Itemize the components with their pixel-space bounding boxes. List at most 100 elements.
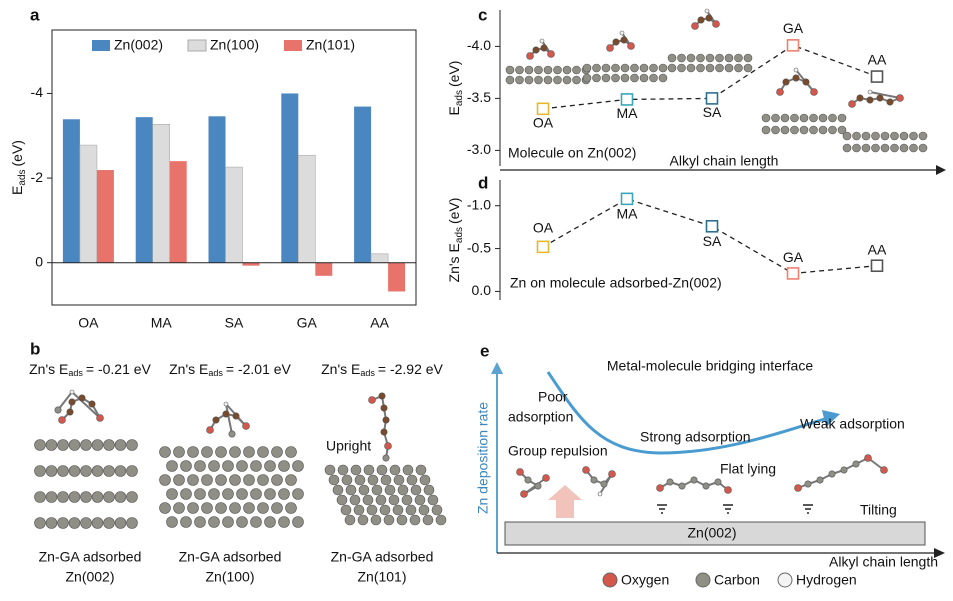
- atom: [264, 488, 276, 500]
- atom: [793, 67, 799, 73]
- atom: [208, 516, 220, 528]
- atom: [896, 94, 904, 102]
- atom: [285, 474, 297, 486]
- atom: [173, 502, 185, 514]
- atom: [243, 446, 255, 458]
- atom: [57, 491, 69, 503]
- atom: [232, 412, 240, 420]
- dashed-line: [542, 44, 878, 110]
- atom: [91, 491, 104, 503]
- atom: [362, 494, 374, 506]
- atom: [384, 484, 396, 496]
- atom: [278, 488, 290, 500]
- repulsion-arrow: [548, 485, 582, 518]
- legend-label: Oxygen: [621, 572, 669, 588]
- label-part: = -0.21 eV: [86, 361, 152, 377]
- atom: [349, 494, 361, 506]
- atom: [899, 131, 909, 141]
- panel-label: a: [30, 5, 40, 24]
- caption: Zn-GA adsorbed: [179, 549, 282, 565]
- point-label: MA: [617, 206, 639, 222]
- atom: [201, 474, 213, 486]
- atom: [871, 131, 880, 141]
- point-label: SA: [703, 104, 722, 120]
- atom: [324, 464, 336, 476]
- atom: [114, 491, 127, 503]
- legend-label: Zn(101): [306, 37, 355, 53]
- title: Metal-molecule bridging interface: [607, 358, 813, 374]
- atom: [68, 517, 81, 529]
- atom: [187, 474, 199, 486]
- point-label: MA: [617, 105, 639, 121]
- atom: [389, 464, 401, 476]
- atom: [91, 517, 104, 529]
- bar: [242, 262, 260, 266]
- point: [705, 92, 719, 105]
- atom: [620, 63, 630, 73]
- label-part: E: [446, 106, 462, 115]
- atom: [396, 514, 408, 526]
- atom: [368, 396, 376, 404]
- substrate: [504, 521, 926, 546]
- atom: [45, 517, 58, 529]
- atom: [890, 143, 899, 153]
- atom: [582, 466, 590, 474]
- atom: [345, 484, 357, 496]
- atom: [173, 474, 185, 486]
- atom: [96, 414, 104, 422]
- atom: [856, 94, 864, 102]
- atom: [236, 460, 248, 472]
- bar: [297, 154, 316, 263]
- label-sub: ads: [454, 227, 465, 243]
- atom: [340, 504, 352, 516]
- atom: [354, 474, 366, 486]
- atom: [423, 484, 435, 496]
- atom: [771, 125, 780, 135]
- atom: [34, 517, 46, 529]
- atom: [505, 75, 515, 85]
- annotation: Zn on molecule adsorbed-Zn(002): [510, 275, 722, 291]
- atom: [388, 494, 400, 506]
- atom: [257, 502, 269, 514]
- point: [620, 93, 634, 106]
- atom: [187, 446, 199, 458]
- atom: [405, 504, 417, 516]
- atom: [677, 53, 686, 63]
- atom: [572, 65, 581, 75]
- atom: [553, 75, 562, 85]
- axis-label: Eads (eV): [9, 140, 28, 195]
- substrate-label: Zn(002): [687, 525, 736, 541]
- atom: [367, 474, 379, 486]
- atom: [516, 468, 524, 476]
- atom: [58, 416, 66, 424]
- atom: [222, 460, 234, 472]
- atom: [790, 125, 799, 135]
- atom: [228, 430, 236, 438]
- atom: [57, 439, 69, 451]
- atom: [222, 410, 230, 418]
- atom: [792, 74, 800, 82]
- atom: [223, 401, 229, 407]
- atom: [126, 439, 138, 451]
- atom: [505, 65, 515, 75]
- axis-label: Eads (eV): [446, 61, 465, 116]
- atom: [712, 20, 720, 28]
- atom: [761, 113, 771, 123]
- bar: [370, 253, 389, 263]
- atom: [222, 488, 234, 500]
- atom: [229, 474, 241, 486]
- atom: [278, 516, 290, 528]
- bar: [79, 144, 98, 263]
- atom: [734, 63, 743, 73]
- atom: [114, 439, 127, 451]
- atom: [292, 488, 304, 500]
- label-part: Zn's: [446, 256, 462, 282]
- x-tick-label: AA: [370, 315, 389, 331]
- atom: [166, 488, 178, 500]
- atom: [406, 474, 418, 486]
- atom: [45, 465, 58, 477]
- atom: [696, 63, 705, 73]
- atom: [553, 65, 562, 75]
- atom: [57, 465, 69, 477]
- label-sub: ads: [17, 169, 28, 185]
